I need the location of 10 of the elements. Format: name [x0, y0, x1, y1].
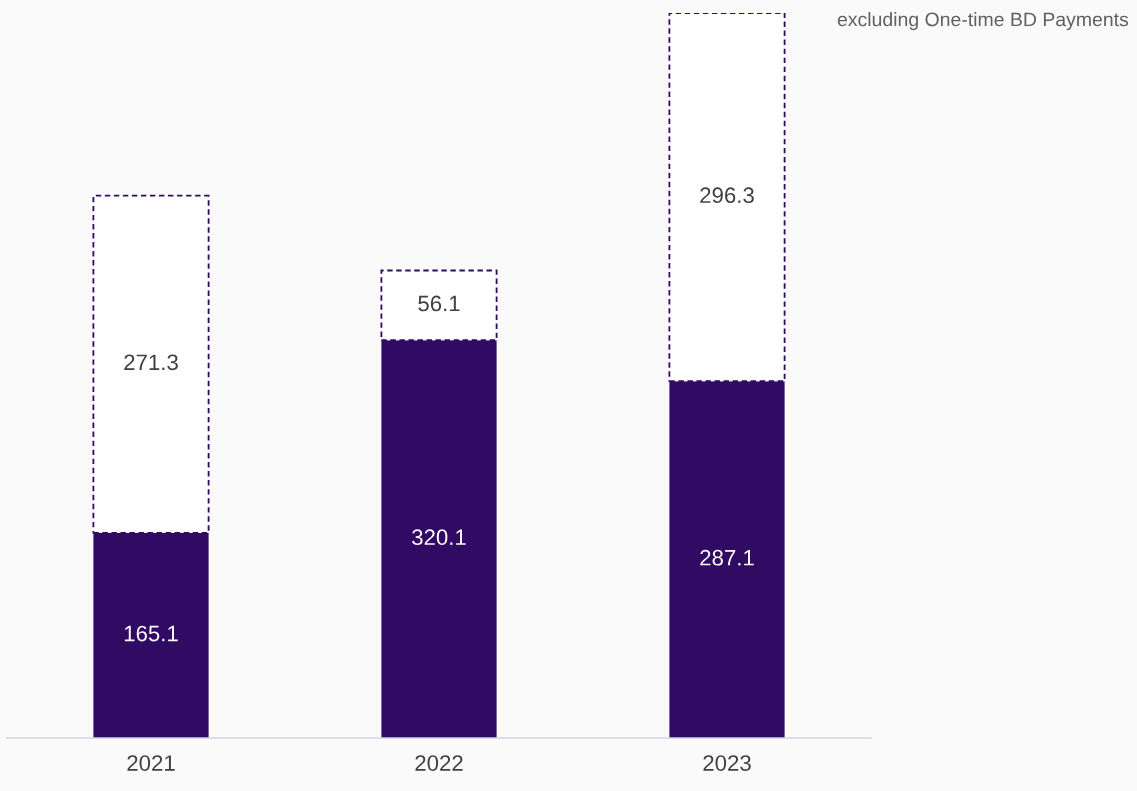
data-label: 287.1	[700, 549, 754, 566]
data-label: 296.3	[700, 187, 754, 204]
x-tick-label: 2023	[703, 755, 751, 771]
data-label: 56.1	[418, 295, 460, 312]
annotation: excluding One-time BD Payments	[837, 12, 1129, 31]
x-tick-label: 2021	[127, 755, 175, 771]
data-label: 271.3	[124, 354, 178, 371]
x-tick-label: 2022	[415, 755, 463, 771]
data-label: 165.1	[124, 625, 178, 642]
data-label: 320.1	[412, 529, 466, 546]
